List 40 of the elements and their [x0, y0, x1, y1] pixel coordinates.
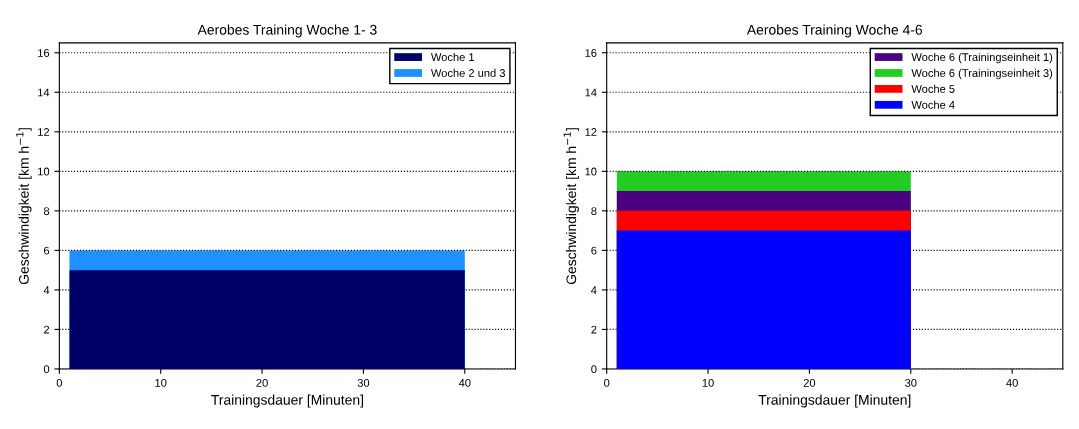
legend-label: Woche 4 — [911, 100, 955, 109]
x-tick-label: 30 — [357, 378, 370, 387]
y-tick-label: 8 — [43, 207, 50, 215]
y-tick-label: 10 — [38, 167, 50, 176]
y-tick-label: 4 — [591, 286, 597, 294]
x-tick-label: 30 — [905, 378, 917, 387]
x-tick-label: 10 — [155, 378, 167, 387]
y-tick-label: 4 — [43, 286, 50, 294]
x-tick-label: 10 — [702, 378, 714, 387]
chart-title: Aerobes Training Woche 1- 3 — [197, 24, 377, 38]
chart-title: Aerobes Training Woche 4-6 — [746, 24, 923, 38]
y-tick-label: 6 — [591, 246, 597, 255]
x-tick-label: 40 — [1006, 378, 1018, 387]
y-tick-label: 0 — [591, 365, 597, 374]
y-tick-label: 16 — [38, 49, 50, 57]
legend-label: Woche 6 (Trainingseinheit 1) — [911, 52, 1053, 64]
x-tick-label: 0 — [56, 378, 62, 387]
y-tick-label: 6 — [44, 246, 50, 255]
legend-label: Woche 5 — [911, 84, 955, 93]
x-axis-title: Trainingsdauer [Minuten] — [758, 394, 911, 408]
y-tick-label: 2 — [44, 325, 50, 334]
x-tick-label: 0 — [604, 378, 610, 387]
y-tick-label: 12 — [585, 128, 597, 136]
x-axis-title: Trainingsdauer [Minuten] — [211, 394, 363, 408]
x-tick-label: 20 — [803, 378, 816, 387]
y-tick-label: 14 — [585, 88, 597, 97]
legend-label: Woche 6 (Trainingseinheit 3) — [911, 68, 1053, 80]
legend-label: Woche 2 und 3 — [430, 68, 505, 77]
legend-label: Woche 1 — [430, 52, 475, 62]
x-tick-label: 20 — [256, 378, 268, 387]
y-tick-label: 14 — [38, 88, 50, 97]
y-tick-label: 2 — [591, 325, 597, 334]
y-tick-label: 16 — [585, 49, 597, 57]
x-tick-label: 40 — [458, 378, 471, 387]
y-axis-title: Geschwindigkeit [km h$^{−1}$] — [563, 128, 579, 285]
y-tick-label: 0 — [43, 365, 50, 374]
y-tick-label: 8 — [591, 207, 597, 215]
y-axis-title: Geschwindigkeit [km h$^{−1}$] — [16, 128, 32, 285]
y-tick-label: 12 — [38, 128, 50, 136]
y-tick-label: 10 — [585, 167, 597, 176]
